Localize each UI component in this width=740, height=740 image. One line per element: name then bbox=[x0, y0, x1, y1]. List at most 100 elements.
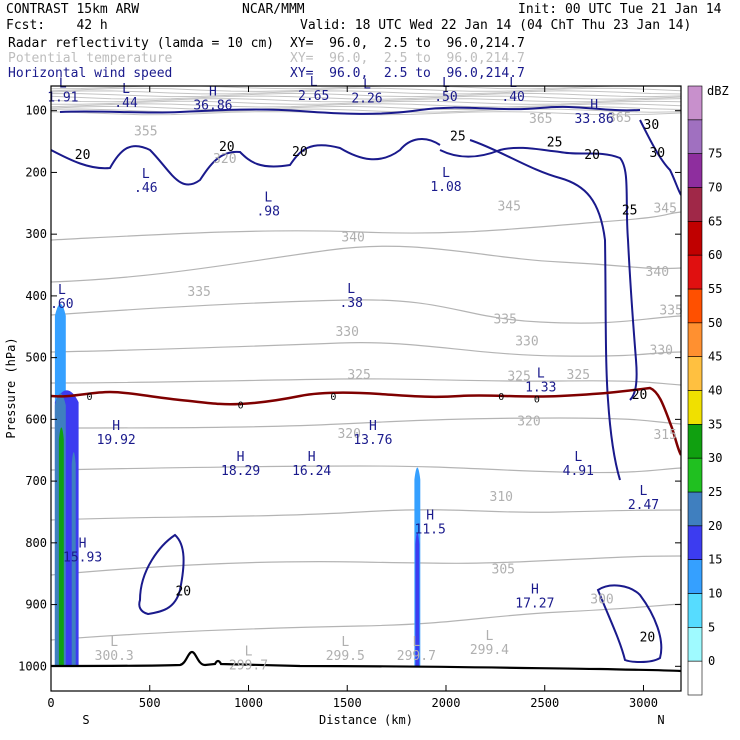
theta-label: 355 bbox=[134, 124, 157, 139]
theta-contour-325 bbox=[51, 378, 681, 386]
org-label: NCAR/MMM bbox=[242, 2, 305, 17]
theta-contour-345 bbox=[51, 211, 681, 241]
colorbar-label: 55 bbox=[708, 282, 722, 296]
extremum-value: .50 bbox=[434, 90, 457, 105]
endpoint-right: N bbox=[657, 713, 664, 727]
colorbar-swatch bbox=[687, 187, 703, 222]
theta-label: 315 bbox=[653, 428, 676, 443]
theta-label: 340 bbox=[646, 265, 669, 280]
init-time: Init: 00 UTC Tue 21 Jan 14 bbox=[518, 2, 722, 17]
extremum-kind: L bbox=[58, 283, 66, 298]
extremum-kind: L bbox=[347, 282, 355, 297]
colorbar-label: 5 bbox=[708, 620, 715, 634]
extremum-kind: L bbox=[442, 76, 450, 91]
wind-speed-label: 30 bbox=[649, 146, 665, 161]
extremum-marker: H16.24 bbox=[292, 450, 331, 479]
strato-theta-line bbox=[51, 100, 681, 105]
theta-label: 345 bbox=[653, 202, 676, 217]
extremum-marker: H17.27 bbox=[515, 583, 554, 612]
colorbar-label: 35 bbox=[708, 417, 722, 431]
plot-area bbox=[51, 86, 681, 691]
extremum-kind: L bbox=[640, 484, 648, 499]
y-tick-label: 500 bbox=[25, 351, 47, 365]
colorbar-label: 60 bbox=[708, 248, 722, 262]
extremum-marker: L.40 bbox=[501, 76, 524, 105]
x-tick-label: 1500 bbox=[333, 696, 362, 710]
theta-contour-300 bbox=[51, 603, 681, 641]
field-theta-xy: XY= 96.0, 2.5 to 96.0,214.7 bbox=[290, 51, 525, 66]
strato-theta-line bbox=[51, 103, 681, 108]
theta-label: 335 bbox=[493, 313, 516, 328]
y-axis-label: Pressure (hPa) bbox=[4, 337, 18, 438]
colorbar-swatch bbox=[687, 491, 703, 527]
colorbar-swatch bbox=[687, 457, 703, 493]
extremum-kind: L bbox=[537, 367, 545, 382]
extremum-value: 11.5 bbox=[415, 523, 446, 538]
extremum-value: 2.47 bbox=[628, 498, 659, 513]
extremum-value: 1.33 bbox=[525, 381, 556, 396]
extremum-kind: H bbox=[308, 450, 316, 465]
wind-30-right bbox=[639, 119, 681, 196]
terrain-line bbox=[50, 650, 682, 673]
extremum-value: .46 bbox=[134, 181, 157, 196]
wind-speed-label: 25 bbox=[450, 129, 466, 144]
strato-theta-line bbox=[51, 87, 681, 92]
theta-contour-330 bbox=[51, 342, 681, 357]
extremum-value: 36.86 bbox=[193, 98, 232, 113]
extremum-kind: L bbox=[442, 166, 450, 181]
y-tick-label: 300 bbox=[25, 227, 47, 241]
extremum-marker: H36.86 bbox=[193, 84, 232, 113]
extremum-kind: L bbox=[122, 82, 130, 97]
theta-label: 310 bbox=[490, 490, 513, 505]
extremum-marker: H33.86 bbox=[575, 98, 614, 127]
colorbar-swatch bbox=[687, 221, 703, 256]
colorbar-label: 50 bbox=[708, 316, 722, 330]
forecast-hour: Fcst: 42 h bbox=[6, 18, 108, 33]
y-tick-label: 1000 bbox=[18, 659, 47, 673]
colorbar-label: 10 bbox=[708, 587, 722, 601]
theta-contour-335 bbox=[51, 299, 681, 324]
extremum-kind: L bbox=[110, 635, 118, 650]
wind-speed-label: 20 bbox=[75, 148, 91, 163]
extremum-kind: H bbox=[369, 419, 377, 434]
extremum-marker: L1.91 bbox=[47, 76, 78, 105]
extremum-kind: L bbox=[310, 75, 318, 90]
theta-label: 335 bbox=[659, 303, 682, 318]
extremum-marker: L1.33 bbox=[525, 367, 556, 396]
colorbar-label: 15 bbox=[708, 553, 722, 567]
colorbar-swatch bbox=[687, 322, 703, 357]
extremum-marker: L.46 bbox=[134, 167, 157, 196]
extremum-marker: L.50 bbox=[434, 76, 457, 105]
x-tick-label: 2500 bbox=[530, 696, 559, 710]
wind-20-lower-right bbox=[596, 584, 663, 663]
freezing-level-line bbox=[51, 386, 681, 456]
theta-label: 325 bbox=[567, 368, 590, 383]
freezing-level-label: 0 bbox=[534, 394, 540, 405]
colorbar-label: 75 bbox=[708, 147, 722, 161]
extremum-value: 2.65 bbox=[298, 89, 329, 104]
extremum-kind: L bbox=[142, 167, 150, 182]
colorbar-swatch bbox=[687, 626, 703, 662]
field-reflectivity-xy: XY= 96.0, 2.5 to 96.0,214.7 bbox=[290, 36, 525, 51]
extremum-value: 299.7 bbox=[397, 649, 436, 664]
theta-label: 320 bbox=[517, 415, 540, 430]
x-axis-label: Distance (km) bbox=[319, 713, 413, 727]
theta-contour-320 bbox=[51, 417, 681, 429]
theta-label: 325 bbox=[507, 369, 530, 384]
wind-20-lower-left bbox=[138, 533, 185, 616]
theta-label: 320 bbox=[213, 152, 236, 167]
theta-label: 340 bbox=[341, 231, 364, 246]
wind-25-right bbox=[439, 146, 638, 401]
theta-label: 330 bbox=[650, 344, 673, 359]
extremum-kind: L bbox=[509, 76, 517, 91]
colorbar-swatch bbox=[687, 153, 703, 188]
theta-label: 345 bbox=[497, 200, 520, 215]
theta-label: 330 bbox=[335, 325, 358, 340]
reflectivity-shading bbox=[54, 303, 421, 667]
wind-speed-contours bbox=[51, 105, 681, 663]
extremum-value: 1.91 bbox=[47, 90, 78, 105]
wind-speed-label: 20 bbox=[219, 140, 235, 155]
